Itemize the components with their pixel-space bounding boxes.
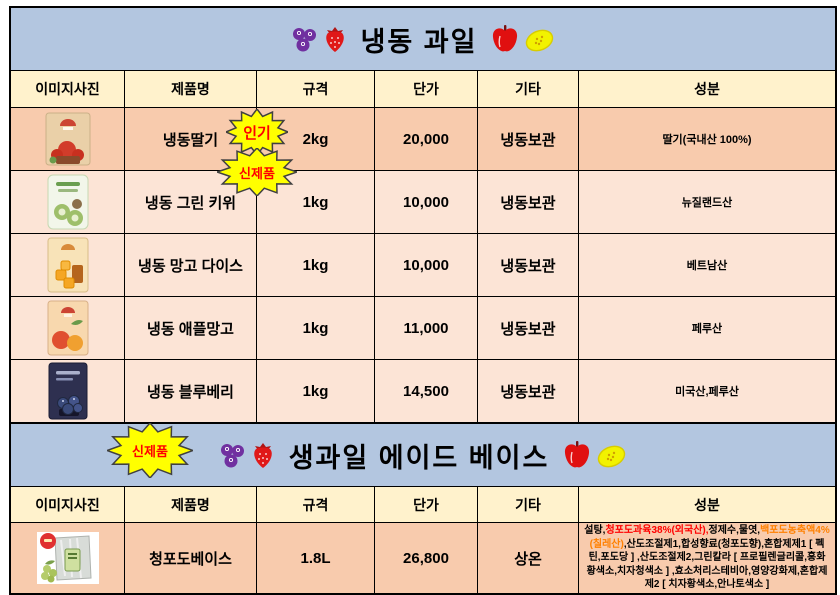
table-row: 냉동 망고 다이스 1kg 10,000 냉동보관 베트남산	[11, 233, 835, 296]
ingredient-segment: 백포도농축액4%(칠레산)	[589, 525, 830, 550]
frozen-mango-dice-pack-image	[47, 237, 88, 293]
frozen-strawberry-pack-image	[45, 112, 90, 166]
ingredient-value: 베트남산	[686, 260, 728, 272]
storage-value: 상온	[514, 550, 542, 568]
frozen-blueberry-pack-image	[48, 362, 87, 420]
price-sheet: 냉동 과일 이미지사진 제품명 규격 단가 기타 성분	[9, 6, 837, 595]
blueberries-icon	[220, 444, 244, 468]
section2-title: 생과일 에이드 베이스	[288, 442, 550, 473]
ingredient-segment: 정제수,물엿,	[708, 525, 761, 537]
product-image-cell	[11, 108, 124, 170]
spec-value: 1kg	[302, 256, 329, 274]
section1-title: 냉동 과일	[360, 26, 478, 57]
lemon-icon	[598, 445, 626, 468]
new-product-badge: 신제품	[217, 148, 297, 196]
ingredient-segment: 청포도과육38%(외국산),	[605, 525, 709, 537]
column-header-spec: 규격	[256, 487, 374, 522]
price-value: 10,000	[403, 256, 449, 274]
column-header-name: 제품명	[124, 71, 256, 107]
column-header-image: 이미지사진	[35, 496, 100, 513]
column-header-price: 단가	[374, 71, 477, 107]
price-value: 26,800	[403, 549, 449, 567]
product-image-cell	[11, 234, 124, 296]
new-product-badge-label: 신제품	[239, 165, 275, 181]
product-image-cell	[11, 360, 124, 422]
section2-header-row: 이미지사진 제품명 규격 단가 기타 성분	[11, 486, 835, 522]
popular-badge: 인기	[226, 109, 288, 155]
column-header-etc: 기타	[477, 71, 578, 107]
apple-icon	[493, 25, 518, 52]
column-header-name: 제품명	[124, 487, 256, 522]
spec-value: 1kg	[302, 319, 329, 337]
popular-badge-label: 인기	[243, 124, 271, 142]
lemon-icon	[526, 29, 554, 52]
frozen-apple-mango-pack-image	[47, 300, 88, 356]
frozen-green-kiwi-pack-image	[47, 174, 88, 230]
column-header-image: 이미지사진	[35, 81, 100, 97]
blueberries-icon	[292, 28, 316, 52]
ingredient-value: 미국산,페루산	[675, 386, 739, 398]
table-row: 냉동 그린 키위 1kg 10,000 냉동보관 뉴질랜드산	[11, 170, 835, 233]
table-row: 청포도베이스 1.8L 26,800 상온 설탕,청포도과육38%(외국산),정…	[11, 522, 835, 593]
ingredient-value: 딸기(국내산 100%)	[662, 134, 752, 146]
new-product-badge: 신제품	[107, 423, 193, 478]
storage-value: 냉동보관	[500, 383, 556, 401]
section1-header-row: 이미지사진 제품명 규격 단가 기타 성분	[11, 70, 835, 107]
spec-value: 1kg	[302, 193, 329, 211]
product-image-cell	[11, 523, 124, 593]
spec-value: 1kg	[302, 382, 329, 400]
column-header-etc: 기타	[477, 487, 578, 522]
section1-banner: 냉동 과일	[11, 8, 835, 70]
product-image-cell	[11, 171, 124, 233]
table-row: 냉동 애플망고 1kg 11,000 냉동보관 페루산	[11, 296, 835, 359]
storage-value: 냉동보관	[500, 194, 556, 212]
table-row: 냉동딸기 2kg 20,000 냉동보관 딸기(국내산 100%)	[11, 107, 835, 170]
price-value: 14,500	[403, 382, 449, 400]
spec-value: 2kg	[302, 130, 329, 148]
column-header-ingredient: 성분	[578, 71, 835, 107]
price-value: 10,000	[403, 193, 449, 211]
table-row: 냉동 블루베리 1kg 14,500 냉동보관 미국산,페루산	[11, 359, 835, 422]
ingredient-segment: 설탕,	[584, 525, 606, 537]
product-image-cell	[11, 297, 124, 359]
storage-value: 냉동보관	[500, 320, 556, 338]
product-name: 냉동 망고 다이스	[138, 257, 243, 275]
green-grape-base-pouch-image	[36, 532, 99, 584]
ingredient-value: 뉴질랜드산	[681, 197, 733, 209]
storage-value: 냉동보관	[500, 131, 556, 149]
ingredient-value: 설탕,청포도과육38%(외국산),정제수,물엿,백포도농축액4%(칠레산),산도…	[579, 524, 835, 592]
column-header-ingredient: 성분	[578, 487, 835, 522]
column-header-spec: 규격	[256, 71, 374, 107]
product-name: 냉동 그린 키위	[144, 194, 237, 212]
price-value: 20,000	[403, 130, 449, 148]
apple-icon	[565, 441, 590, 468]
column-header-price: 단가	[374, 487, 477, 522]
ingredient-value: 페루산	[691, 323, 723, 335]
price-value: 11,000	[403, 319, 449, 337]
strawberry-icon	[253, 443, 272, 468]
spec-value: 1.8L	[300, 549, 331, 567]
product-name: 냉동 애플망고	[147, 320, 234, 338]
product-name: 냉동 블루베리	[147, 383, 234, 401]
product-name: 청포도베이스	[149, 550, 232, 568]
storage-value: 냉동보관	[500, 257, 556, 275]
product-name: 냉동딸기	[162, 131, 219, 149]
strawberry-icon	[325, 27, 344, 52]
new-product-badge-label: 신제품	[132, 444, 168, 459]
